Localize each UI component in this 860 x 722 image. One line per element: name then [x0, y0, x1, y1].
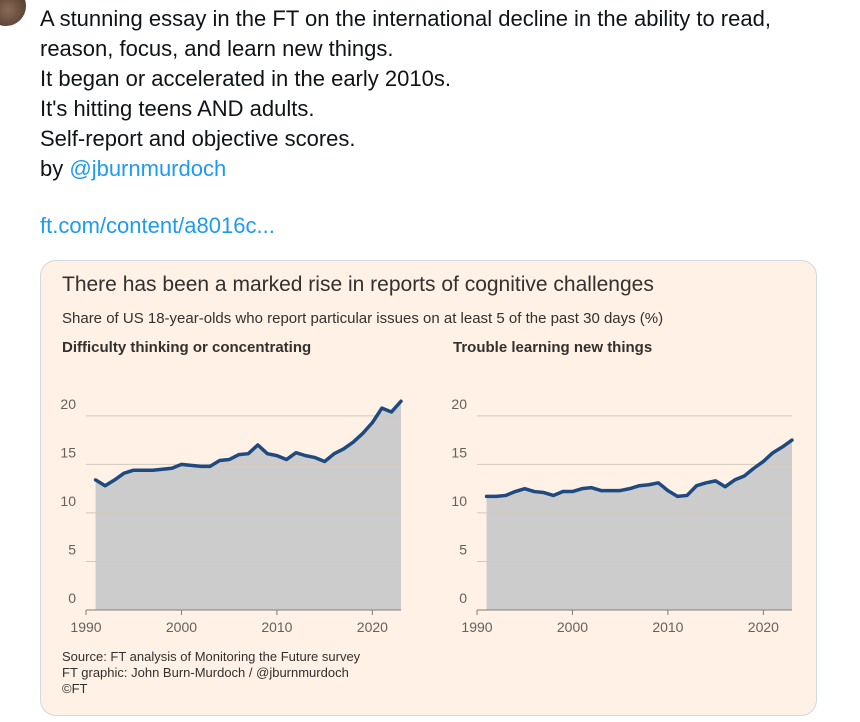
- tweet-byline: by @jburnmurdoch: [40, 154, 840, 184]
- y-tick-label: 0: [459, 590, 467, 606]
- byline-prefix: by: [40, 156, 70, 181]
- x-tick-label: 1990: [70, 619, 101, 635]
- y-tick-label: 10: [60, 493, 76, 509]
- y-tick-label: 0: [68, 590, 76, 606]
- x-tick-label: 2000: [557, 619, 588, 635]
- mention-link[interactable]: @jburnmurdoch: [69, 156, 227, 181]
- chart-canvas: 0 5 10 15 20 1990 2000 2010 2020 0 5 10 15 20 1990 2000…: [60, 396, 794, 635]
- tweet-text: A stunning essay in the FT on the intern…: [40, 4, 840, 184]
- tweet-line: It's hitting teens AND adults.: [40, 96, 315, 121]
- source-line: Source: FT analysis of Monitoring the Fu…: [62, 649, 361, 664]
- y-tick-label: 15: [60, 444, 76, 460]
- y-tick-label: 20: [60, 396, 76, 412]
- copyright-line: ©FT: [62, 681, 88, 696]
- x-tick-label: 2010: [261, 619, 292, 635]
- panel-title-learning: Trouble learning new things: [453, 339, 653, 356]
- y-tick-label: 20: [451, 396, 467, 412]
- credit-line: FT graphic: John Burn-Murdoch / @jburnmu…: [62, 665, 349, 680]
- tweet-line: A stunning essay in the FT on the intern…: [40, 6, 771, 31]
- chart-title: There has been a marked rise in reports …: [62, 273, 654, 296]
- chart-source: Source: FT analysis of Monitoring the Fu…: [62, 649, 360, 697]
- area-fill-series-1: [486, 440, 792, 610]
- y-tick-label: 15: [451, 444, 467, 460]
- article-link[interactable]: ft.com/content/a8016c...: [40, 213, 275, 238]
- author-avatar[interactable]: [0, 0, 26, 26]
- y-tick-label: 5: [68, 541, 76, 557]
- tweet-line: It began or accelerated in the early 201…: [40, 66, 451, 91]
- tweet-line: Self-report and objective scores.: [40, 126, 356, 151]
- x-tick-label: 2020: [748, 619, 779, 635]
- series-line-1: [484, 438, 794, 499]
- chart-subtitle: Share of US 18-year-olds who report part…: [62, 310, 664, 327]
- tweet-line: reason, focus, and learn new things.: [40, 36, 394, 61]
- x-tick-label: 2010: [652, 619, 683, 635]
- chart-image-card[interactable]: There has been a marked rise in reports …: [40, 260, 817, 716]
- series-line-0: [93, 399, 403, 488]
- x-tick-label: 2020: [357, 619, 388, 635]
- x-tick-label: 1990: [461, 619, 492, 635]
- x-tick-label: 2000: [166, 619, 197, 635]
- area-fill-series-0: [95, 401, 401, 610]
- y-tick-label: 5: [459, 541, 467, 557]
- y-tick-label: 10: [451, 493, 467, 509]
- panel-title-thinking: Difficulty thinking or concentrating: [62, 339, 312, 356]
